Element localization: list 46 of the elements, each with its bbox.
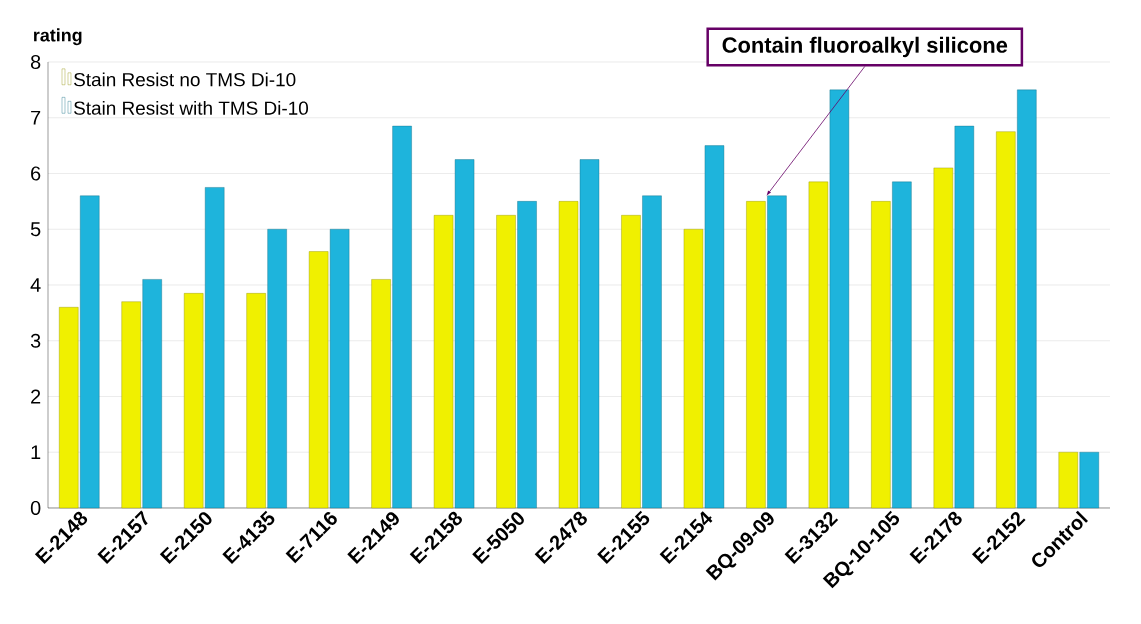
- legend-label: Stain Resist no TMS Di-10: [74, 72, 296, 87]
- bar: [1058, 452, 1078, 509]
- y-tick-label: 5: [30, 222, 41, 237]
- bar: [329, 229, 350, 509]
- y-tick-label: 4: [30, 278, 41, 292]
- bar: [767, 195, 787, 509]
- bar: [829, 89, 850, 509]
- bar: [954, 125, 975, 509]
- bar: [433, 215, 454, 509]
- bar: [621, 215, 641, 509]
- y-tick-label: 6: [31, 166, 41, 181]
- bar: [704, 145, 725, 509]
- bar: [80, 195, 100, 509]
- bar: [142, 279, 162, 509]
- y-tick-label: 3: [30, 333, 41, 348]
- bar: [496, 215, 516, 509]
- bar: [558, 201, 579, 509]
- bar: [517, 201, 537, 509]
- bar: [871, 201, 891, 509]
- bar: [204, 187, 225, 509]
- bar: [933, 167, 954, 509]
- y-tick-label: 1: [31, 445, 41, 460]
- bar: [808, 181, 829, 509]
- bar: [267, 229, 287, 509]
- bar: [996, 131, 1016, 509]
- bar: [683, 229, 704, 509]
- annotation: Contain fluoroalkyl silicone: [722, 36, 1008, 58]
- bar: [121, 301, 141, 509]
- bar: [454, 159, 475, 509]
- bar: [579, 159, 600, 509]
- legend-label: Stain Resist with TMS Di-10: [74, 100, 309, 115]
- bar: [746, 201, 766, 509]
- bar: [892, 181, 912, 509]
- bar: [371, 279, 391, 509]
- bar: [246, 293, 266, 509]
- bar: [1079, 452, 1099, 509]
- bar: [392, 125, 412, 509]
- bar: [183, 293, 204, 509]
- bar: [642, 195, 662, 509]
- y-tick-label: 8: [30, 54, 41, 70]
- y-axis-title: rating: [34, 28, 82, 46]
- y-tick-label: 2: [31, 389, 41, 404]
- bar: [59, 307, 79, 509]
- bar: [308, 251, 329, 509]
- bar: [1017, 89, 1037, 509]
- y-tick-label: 7: [31, 110, 41, 125]
